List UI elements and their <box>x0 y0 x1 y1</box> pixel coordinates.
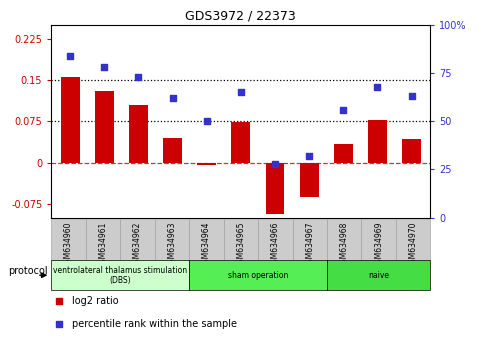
Bar <box>395 219 429 260</box>
Text: GSM634961: GSM634961 <box>98 222 107 268</box>
Bar <box>189 219 223 260</box>
Text: protocol: protocol <box>8 266 47 276</box>
Point <box>203 118 210 124</box>
Bar <box>326 260 429 290</box>
Bar <box>51 219 85 260</box>
Point <box>270 161 278 166</box>
Bar <box>95 91 113 162</box>
Text: GSM634968: GSM634968 <box>339 222 348 268</box>
Point <box>339 107 346 113</box>
Point <box>305 19 313 25</box>
Bar <box>361 219 395 260</box>
Point <box>168 95 176 101</box>
Text: GSM634965: GSM634965 <box>236 222 245 268</box>
Point <box>100 64 108 70</box>
Text: naive: naive <box>367 271 388 280</box>
Bar <box>120 219 154 260</box>
Text: ventrolateral thalamus stimulation
(DBS): ventrolateral thalamus stimulation (DBS) <box>53 266 187 285</box>
Text: log2 ratio: log2 ratio <box>72 296 119 306</box>
Bar <box>129 105 147 162</box>
Bar <box>231 122 250 162</box>
Bar <box>333 144 352 162</box>
Text: GSM634966: GSM634966 <box>270 222 279 268</box>
Point <box>373 84 381 89</box>
Bar <box>154 219 189 260</box>
Text: GSM634969: GSM634969 <box>373 222 383 268</box>
Text: percentile rank within the sample: percentile rank within the sample <box>72 319 237 329</box>
Text: GSM634963: GSM634963 <box>167 222 176 268</box>
Text: GSM634967: GSM634967 <box>305 222 314 268</box>
Bar <box>61 77 80 162</box>
Title: GDS3972 / 22373: GDS3972 / 22373 <box>185 9 296 22</box>
Point <box>305 232 313 237</box>
Bar <box>265 162 284 214</box>
Text: GSM634960: GSM634960 <box>64 222 73 268</box>
Bar <box>163 138 182 162</box>
Text: sham operation: sham operation <box>227 271 287 280</box>
Bar <box>85 219 120 260</box>
Bar <box>326 219 361 260</box>
Text: GSM634970: GSM634970 <box>408 222 417 268</box>
Bar <box>258 219 292 260</box>
Bar <box>51 260 189 290</box>
Bar <box>367 120 386 162</box>
Point <box>236 90 244 95</box>
Bar <box>197 162 216 165</box>
Point <box>407 93 415 99</box>
Bar <box>299 162 318 197</box>
Bar <box>223 219 258 260</box>
Text: GSM634962: GSM634962 <box>133 222 142 268</box>
Bar <box>189 260 326 290</box>
Bar <box>401 139 420 162</box>
Point <box>305 153 312 159</box>
Point <box>66 53 74 58</box>
Bar <box>292 219 326 260</box>
Point <box>134 74 142 80</box>
Text: GSM634964: GSM634964 <box>202 222 210 268</box>
